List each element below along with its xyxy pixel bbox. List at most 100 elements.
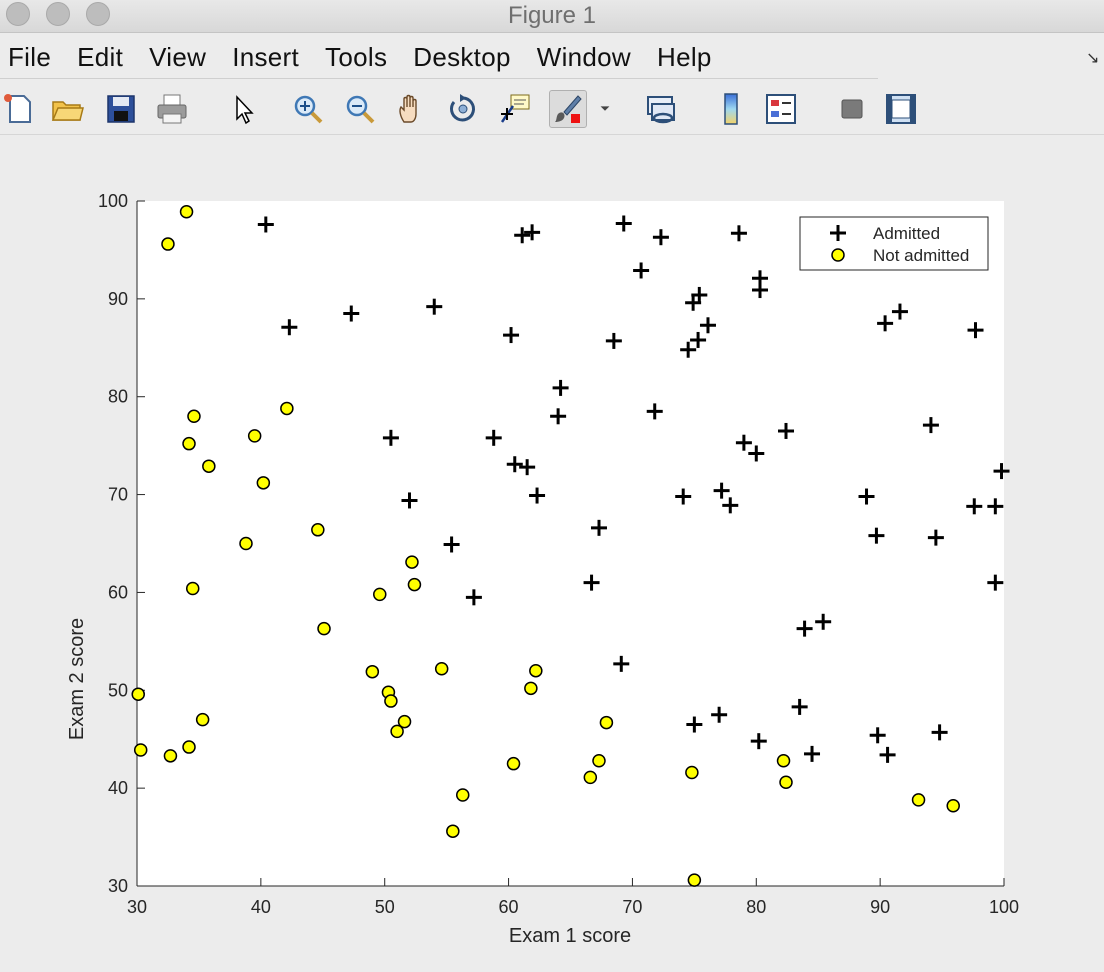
admitted-point: [711, 706, 728, 723]
admitted-point: [858, 488, 875, 505]
admitted-point: [877, 315, 894, 332]
zoom-window-button[interactable]: [86, 2, 110, 26]
not-admitted-point: [405, 555, 419, 569]
zoom-out-button[interactable]: [341, 90, 379, 128]
not-admitted-point: [187, 409, 201, 424]
insert-legend-button[interactable]: [762, 90, 800, 128]
menu-insert[interactable]: Insert: [232, 41, 300, 72]
admitted-point: [524, 224, 541, 241]
not-admitted-point: [317, 621, 331, 636]
not-admitted-point: [524, 681, 538, 696]
admitted-point: [778, 422, 795, 439]
admitted-point: [891, 303, 908, 320]
x-tick-label: 100: [989, 897, 1019, 917]
pan-icon: [399, 94, 417, 123]
not-admitted-point: [592, 753, 606, 768]
admitted-point: [680, 341, 697, 358]
admitted-point: [552, 379, 569, 396]
admitted-point: [613, 655, 630, 672]
admitted-point: [257, 216, 274, 233]
rotate-3d-icon: [450, 94, 475, 122]
not-admitted-point: [365, 664, 380, 679]
rotate-3d-button[interactable]: [444, 90, 482, 128]
axes-lines: [136, 201, 1004, 887]
not-admitted-point: [687, 873, 702, 887]
admitted-point: [735, 434, 752, 451]
admitted-point: [869, 727, 886, 744]
y-axis-label: Exam 2 score: [66, 618, 88, 740]
print-icon: [157, 94, 187, 124]
open-file-button[interactable]: [48, 90, 86, 128]
legend-admitted-label: Admitted: [873, 224, 940, 243]
admitted-point: [465, 589, 482, 606]
not-admitted-point: [133, 743, 148, 757]
new-figure-button[interactable]: [0, 90, 38, 128]
admitted-point: [748, 445, 765, 462]
not-admitted-point: [506, 756, 521, 771]
menu-window[interactable]: Window: [536, 41, 632, 72]
zoom-in-icon: [294, 95, 323, 124]
admitted-point: [675, 488, 692, 505]
not-admitted-point: [202, 459, 216, 473]
not-admitted-point: [311, 523, 325, 537]
menu-file[interactable]: File: [8, 41, 52, 72]
brush-dropdown-button[interactable]: [590, 90, 620, 128]
save-button[interactable]: [102, 90, 140, 128]
menu-tools[interactable]: Tools: [325, 41, 388, 72]
admitted-point: [815, 613, 832, 630]
menu-help[interactable]: Help: [657, 41, 712, 72]
insert-colorbar-button[interactable]: [712, 90, 750, 128]
edit-plot-button[interactable]: [225, 90, 263, 128]
not-admitted-point: [373, 587, 387, 602]
print-button[interactable]: [153, 90, 191, 128]
data-cursor-button[interactable]: [497, 90, 535, 128]
not-admitted-point: [131, 687, 145, 701]
not-admitted-point: [239, 536, 253, 551]
not-admitted-point: [390, 724, 404, 739]
not-admitted-point: [256, 476, 271, 490]
save-icon: [107, 95, 135, 123]
show-plot-tools-button[interactable]: [882, 90, 920, 128]
pointer-icon: [236, 95, 254, 125]
hide-plot-tools-button[interactable]: [832, 90, 870, 128]
admitted-point: [690, 331, 707, 348]
legend-not-admitted-label: Not admitted: [873, 246, 969, 265]
window-titlebar: Figure 1: [0, 0, 1104, 33]
brush-button[interactable]: [549, 90, 587, 128]
admitted-point: [443, 536, 460, 553]
admitted-point: [485, 429, 502, 446]
brush-dropdown-icon: [600, 106, 610, 111]
open-file-icon: [51, 101, 84, 121]
admitted-point: [646, 403, 663, 420]
not-admitted-point: [280, 401, 294, 416]
admitted-point: [426, 298, 443, 315]
y-tick-label: 30: [108, 876, 128, 896]
pan-button[interactable]: [393, 90, 431, 128]
legend-not-admitted-marker: [831, 248, 845, 262]
not-admitted-point: [247, 429, 262, 443]
zoom-in-button[interactable]: [289, 90, 327, 128]
figure-toolbar: [0, 84, 1104, 135]
brush-icon: [555, 95, 582, 123]
axes-background[interactable]: [137, 201, 1004, 886]
admitted-point: [927, 529, 944, 546]
not-admitted-point: [776, 753, 791, 768]
y-tick-label: 70: [108, 485, 128, 505]
menu-view[interactable]: View: [149, 41, 207, 72]
menu-desktop[interactable]: Desktop: [413, 41, 511, 72]
colorbar-icon: [724, 93, 738, 125]
axis-ticks: 30 40 50 60 70 80 90 100 30 40 50 60 70 80 90 100: [98, 191, 1019, 917]
not-admitted-point: [599, 715, 614, 730]
minimize-window-button[interactable]: [46, 2, 70, 26]
close-window-button[interactable]: [6, 2, 30, 26]
admitted-point: [281, 319, 298, 336]
not-admitted-point: [182, 436, 196, 451]
legend[interactable]: Admitted Not admitted: [799, 216, 989, 271]
show-plot-tools-icon: [886, 94, 916, 124]
link-plot-button[interactable]: [642, 90, 680, 128]
menu-edit[interactable]: Edit: [77, 41, 124, 72]
not-admitted-point: [163, 749, 178, 763]
admitted-point: [519, 459, 536, 476]
dock-figure-icon[interactable]: ↘: [1086, 50, 1100, 67]
new-figure-icon: [4, 94, 31, 123]
